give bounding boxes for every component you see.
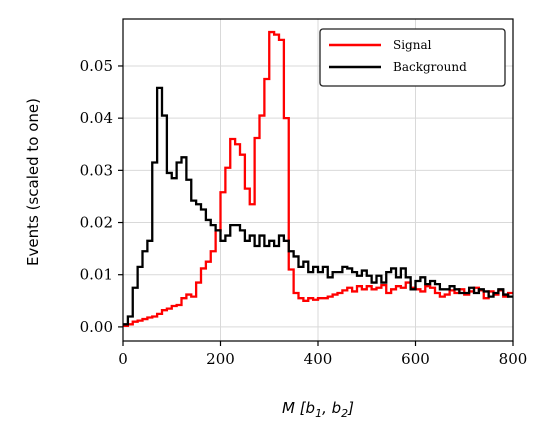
series-line-background [123, 86, 513, 326]
series-line-signal [123, 30, 513, 328]
x-tick-label: 200 [206, 350, 235, 368]
legend-label-signal: Signal [393, 38, 432, 52]
y-axis-label: Events (scaled to one) [24, 98, 42, 266]
x-axis-label: M [b1, b2] [282, 399, 354, 420]
x-tick-label: 0 [118, 350, 128, 368]
y-tick-label: 0.03 [80, 161, 113, 179]
legend-label-background: Background [393, 60, 467, 74]
y-tick-label: 0.04 [80, 109, 113, 127]
x-tick-label: 400 [304, 350, 333, 368]
y-tick-label: 0.02 [80, 214, 113, 232]
x-tick-label: 800 [499, 350, 528, 368]
plot-series [123, 30, 513, 328]
y-tick-label: 0.00 [80, 318, 113, 336]
y-tick-label: 0.05 [80, 57, 113, 75]
y-axis: 0.00 0.01 0.02 0.03 0.04 0.05 [80, 57, 123, 336]
y-tick-label: 0.01 [80, 266, 113, 284]
legend: Signal Background [319, 28, 506, 87]
x-axis: 0 200 400 600 800 [118, 341, 527, 368]
x-tick-label: 600 [401, 350, 430, 368]
legend-box [319, 28, 506, 87]
